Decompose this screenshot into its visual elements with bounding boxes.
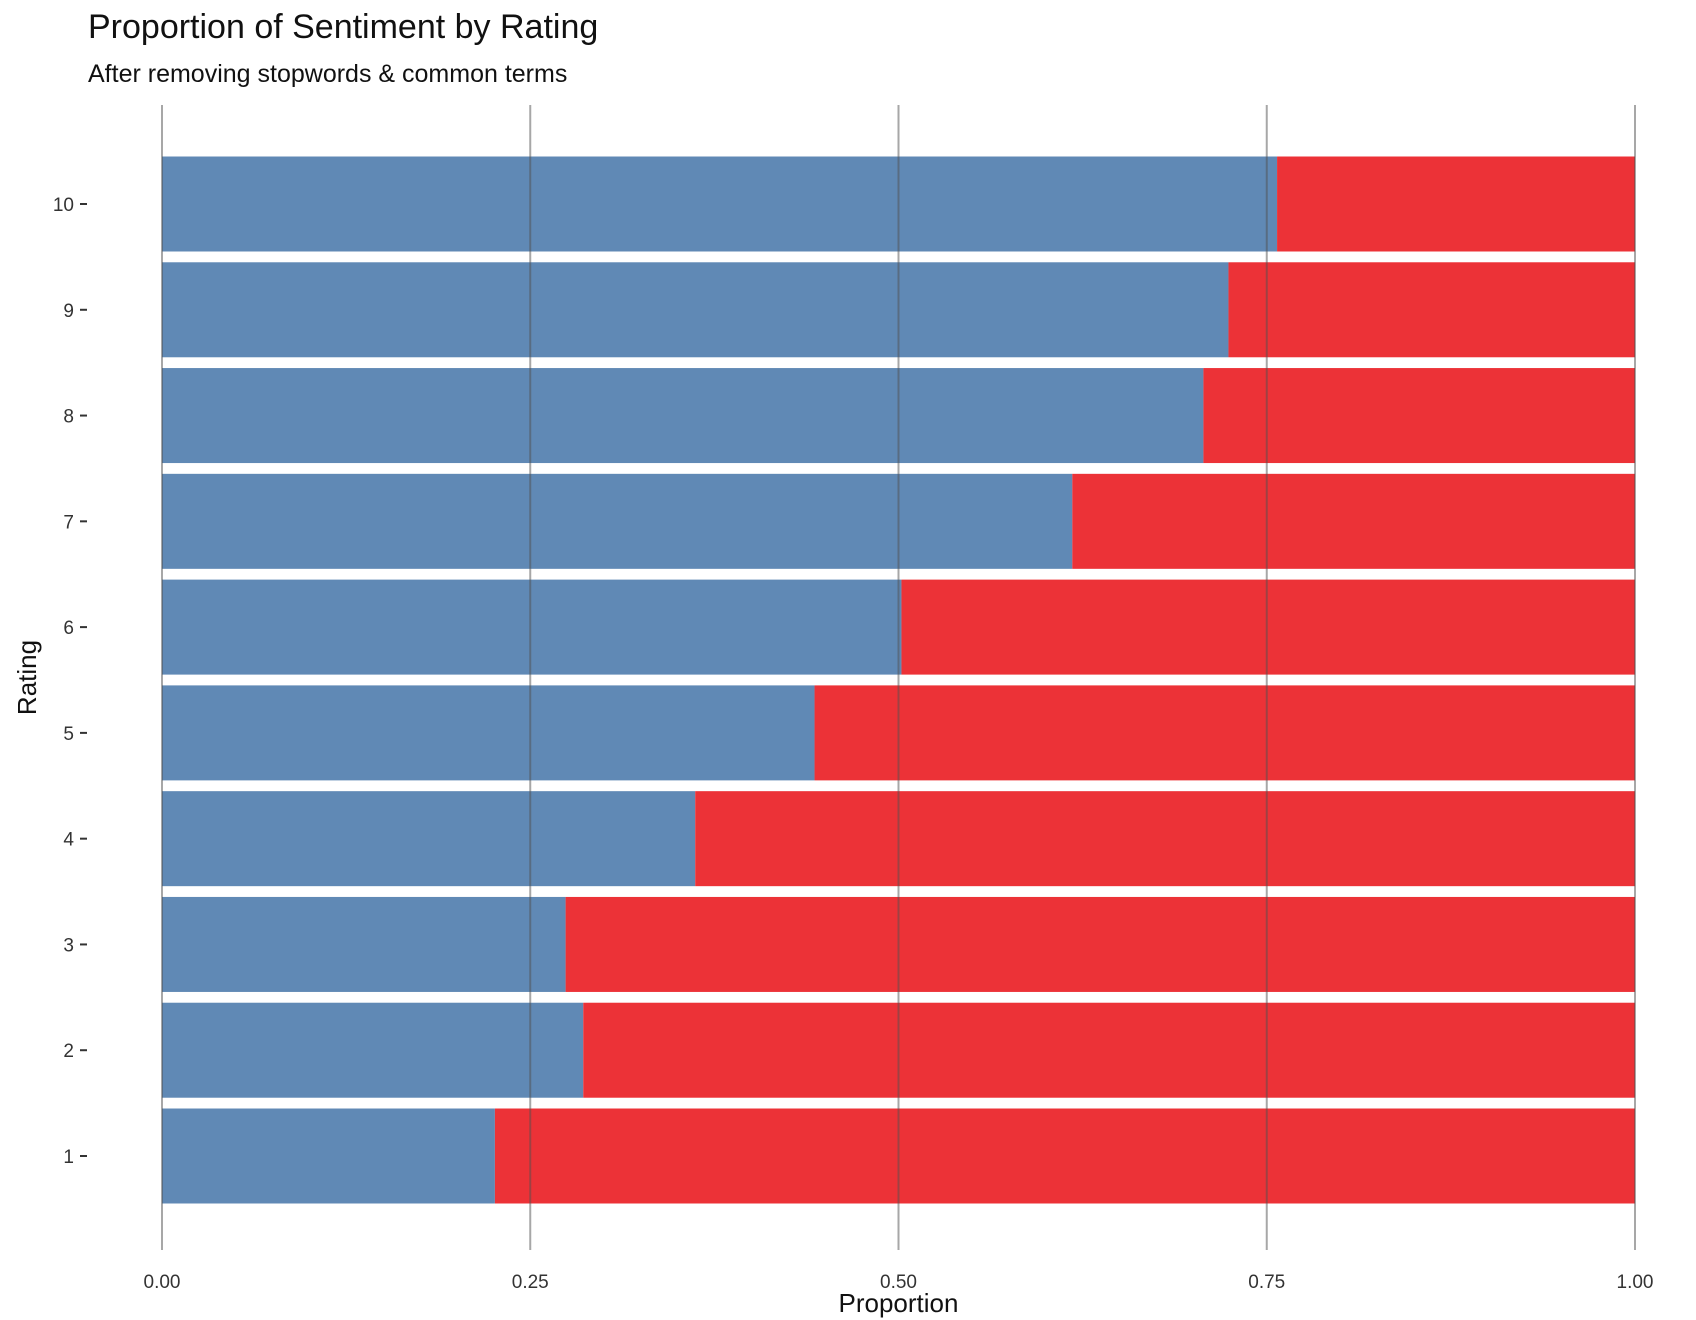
chart-subtitle: After removing stopwords & common terms xyxy=(88,60,568,88)
bar-rating-8-segment-2 xyxy=(1203,368,1635,464)
y-tick-label: 9 xyxy=(63,301,74,322)
bar-rating-5-segment-2 xyxy=(814,685,1635,781)
bar-rating-8-segment-1 xyxy=(162,368,1204,464)
bar-rating-3-segment-1 xyxy=(162,896,566,992)
y-tick-label: 3 xyxy=(63,935,74,956)
x-tick-label: 1.00 xyxy=(1617,1272,1654,1293)
bar-rating-1-segment-2 xyxy=(494,1108,1636,1204)
bar-rating-2-segment-1 xyxy=(162,1002,584,1098)
y-axis-title: Rating xyxy=(12,640,42,715)
bar-rating-5-segment-1 xyxy=(162,685,815,781)
chart-title: Proportion of Sentiment by Rating xyxy=(88,8,599,46)
x-tick-label: 0.00 xyxy=(144,1272,181,1293)
bar-rating-7-segment-2 xyxy=(1072,473,1635,569)
y-tick-label: 5 xyxy=(63,724,74,745)
bar-rating-10-segment-2 xyxy=(1277,156,1635,252)
y-axis: 1 2 3 4 5 6 7 8 9 10 xyxy=(53,195,87,1168)
bar-rating-9-segment-1 xyxy=(162,262,1229,358)
y-tick-label: 4 xyxy=(63,830,74,851)
bar-rating-6-segment-2 xyxy=(901,579,1635,675)
bar-rating-6-segment-1 xyxy=(162,579,902,675)
y-tick-label: 8 xyxy=(63,407,74,428)
y-tick-label: 7 xyxy=(63,512,74,533)
x-tick-label: 0.25 xyxy=(512,1272,549,1293)
bars-layer xyxy=(162,156,1636,1204)
x-axis-title: Proportion xyxy=(839,1288,959,1318)
y-tick-label: 1 xyxy=(63,1147,74,1168)
y-tick-label: 2 xyxy=(63,1041,74,1062)
bar-rating-3-segment-2 xyxy=(565,896,1635,992)
grid-layer xyxy=(161,105,1636,1250)
x-axis: 0.00 0.25 0.50 0.75 1.00 xyxy=(144,1272,1654,1293)
bar-rating-9-segment-2 xyxy=(1228,262,1635,358)
bar-rating-1-segment-1 xyxy=(162,1108,495,1204)
bar-rating-2-segment-2 xyxy=(583,1002,1635,1098)
bar-rating-10-segment-1 xyxy=(162,156,1278,252)
y-tick-label: 6 xyxy=(63,618,74,639)
x-tick-label: 0.75 xyxy=(1248,1272,1285,1293)
bar-rating-4-segment-2 xyxy=(695,791,1635,887)
x-tick-label: 0.50 xyxy=(880,1272,917,1293)
bar-rating-4-segment-1 xyxy=(162,791,696,887)
y-tick-label: 10 xyxy=(53,195,74,216)
bar-rating-7-segment-1 xyxy=(162,473,1073,569)
